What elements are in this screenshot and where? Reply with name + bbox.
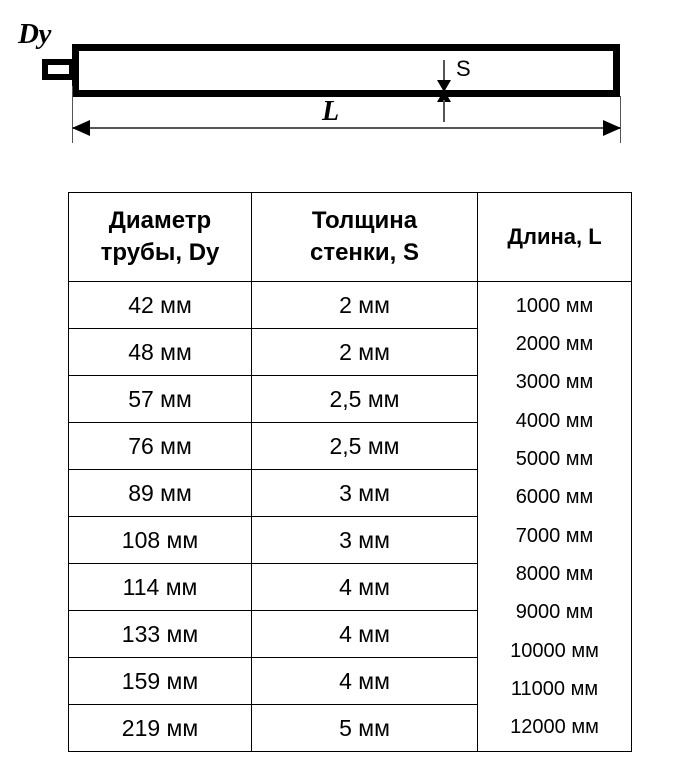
header-diameter: Диаметр трубы, Dy (68, 192, 252, 282)
header-row: Диаметр трубы, Dy Толщина стенки, S Длин… (68, 192, 632, 282)
cell-length-list: 1000 мм 2000 мм 3000 мм 4000 мм 5000 мм … (477, 281, 632, 752)
arrow-down-icon (437, 80, 451, 92)
cell-thickness: 2,5 мм (251, 422, 478, 470)
cell-thickness: 3 мм (251, 516, 478, 564)
diameter-label-dy: Dy (18, 18, 51, 50)
cell-thickness: 2,5 мм (251, 375, 478, 423)
cell-diameter: 48 мм (68, 328, 252, 376)
list-item: 4000 мм (515, 409, 594, 432)
arrow-left-icon (72, 120, 90, 136)
arrow-right-icon (603, 120, 621, 136)
table-row: 57 мм 2,5 мм (68, 375, 632, 423)
list-item: 10000 мм (510, 639, 599, 662)
header-thickness-line1: Толщина (311, 206, 418, 234)
table-body: 42 мм 2 мм 1000 мм 2000 мм 3000 мм 4000 … (68, 281, 632, 752)
list-item: 5000 мм (515, 447, 594, 470)
cell-diameter: 42 мм (68, 281, 252, 329)
cell-diameter: 57 мм (68, 375, 252, 423)
header-thickness: Толщина стенки, S (251, 192, 478, 282)
table-row: 219 мм 5 мм (68, 704, 632, 752)
table-row: 76 мм 2,5 мм (68, 422, 632, 470)
header-diameter-line1: Диаметр (108, 206, 212, 234)
list-item: 11000 мм (510, 677, 599, 700)
pipe-spec-table: Диаметр трубы, Dy Толщина стенки, S Длин… (68, 192, 632, 752)
table-row: 42 мм 2 мм 1000 мм 2000 мм 3000 мм 4000 … (68, 281, 632, 752)
cell-diameter: 89 мм (68, 469, 252, 517)
arrow-up-icon (437, 90, 451, 102)
list-item: 6000 мм (515, 486, 594, 509)
header-length: Длина, L (477, 192, 632, 282)
table-row: 159 мм 4 мм (68, 657, 632, 705)
list-item: 3000 мм (515, 371, 594, 394)
extension-line-right (620, 96, 621, 143)
thickness-label-s: S (456, 56, 471, 81)
cell-thickness: 5 мм (251, 704, 478, 752)
cell-thickness: 2 мм (251, 328, 478, 376)
list-item: 7000 мм (515, 524, 594, 547)
table-row: 108 мм 3 мм (68, 516, 632, 564)
cell-diameter: 159 мм (68, 657, 252, 705)
list-item: 1000 мм (515, 294, 594, 317)
cell-thickness: 4 мм (251, 563, 478, 611)
length-stack: 1000 мм 2000 мм 3000 мм 4000 мм 5000 мм … (478, 287, 631, 747)
table-header: Диаметр трубы, Dy Толщина стенки, S Длин… (68, 192, 632, 282)
list-item: 9000 мм (515, 601, 594, 624)
table-row: 89 мм 3 мм (68, 469, 632, 517)
extension-line-left (72, 86, 73, 143)
length-label-l: L (322, 96, 340, 127)
table-row: 133 мм 4 мм (68, 610, 632, 658)
header-diameter-line2: трубы, Dy (100, 239, 220, 266)
pipe-body-rectangle (72, 44, 620, 97)
cell-diameter: 108 мм (68, 516, 252, 564)
length-dimension-line (72, 127, 621, 129)
cell-diameter: 76 мм (68, 422, 252, 470)
list-item: 8000 мм (515, 562, 594, 585)
cell-thickness: 3 мм (251, 469, 478, 517)
cell-thickness: 2 мм (251, 281, 478, 329)
pipe-diagram: Dy L S (0, 0, 681, 180)
header-thickness-line2: стенки, S (309, 239, 420, 266)
cell-diameter: 219 мм (68, 704, 252, 752)
pipe-end-connector (42, 59, 75, 80)
cell-diameter: 114 мм (68, 563, 252, 611)
cell-diameter: 133 мм (68, 610, 252, 658)
list-item: 2000 мм (515, 332, 594, 355)
table-row: 114 мм 4 мм (68, 563, 632, 611)
cell-thickness: 4 мм (251, 610, 478, 658)
list-item: 12000 мм (510, 716, 599, 739)
thickness-stem-bottom (443, 100, 445, 122)
table-row: 48 мм 2 мм (68, 328, 632, 376)
cell-thickness: 4 мм (251, 657, 478, 705)
thickness-stem-top (443, 60, 445, 82)
